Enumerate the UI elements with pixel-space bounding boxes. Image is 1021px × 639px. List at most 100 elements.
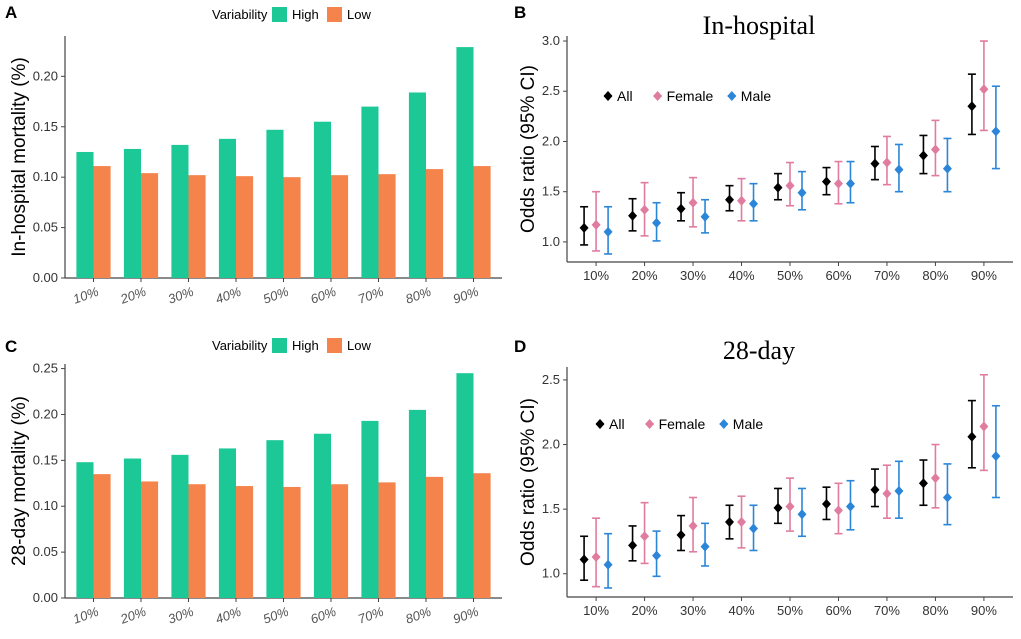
point-female-90pct [979,84,989,95]
point-all-30pct [676,203,686,214]
bar-low-60pct [331,175,349,278]
bar-high-90pct [456,47,474,278]
y-tick-label: 1.5 [542,501,560,516]
bar-high-10pct [76,462,94,598]
x-tick-label: 20% [117,284,148,307]
panel-A: A Variability High Low 0.00 0.05 0.10 0.15 0.20I… [5,3,502,307]
point-female-80pct [930,473,940,484]
point-female-60pct [833,505,843,516]
point-male-40pct [749,523,759,534]
x-tick-label: 90% [451,284,481,307]
point-female-20pct [640,531,650,542]
point-female-30pct [688,520,698,531]
x-tick-label: 80% [922,268,948,283]
x-tick-label: 40% [729,268,755,283]
legend-key-male [727,91,737,101]
legend-label-low: Low [347,338,371,353]
point-female-20pct [640,204,650,215]
x-tick-label: 20% [632,603,658,618]
x-tick-label: 40% [213,284,243,307]
legend-label-male: Male [741,88,772,104]
panel-letter: B [514,3,526,22]
bar-high-50pct [266,440,284,598]
y-axis-label: Odds ratio (95% CI) [518,65,539,233]
bar-low-10pct [93,474,111,598]
point-male-80pct [942,163,952,174]
x-tick-label: 90% [451,604,481,627]
point-all-60pct [821,176,831,187]
point-female-30pct [688,197,698,208]
point-male-70pct [894,486,904,497]
legend-swatch-low [327,338,342,353]
panel-letter: C [5,337,17,356]
bar-high-80pct [408,409,426,598]
x-tick-label: 80% [403,604,433,627]
y-tick-label: 1.0 [542,234,560,249]
point-female-60pct [833,178,843,189]
legend-label-male: Male [733,416,764,432]
y-tick-label: 0.10 [33,169,58,184]
x-tick-label: 30% [166,284,196,307]
point-male-10pct [603,559,613,570]
x-tick-label: 70% [874,268,900,283]
y-tick-label: 0.15 [33,452,58,467]
bar-low-20pct [141,173,159,278]
x-tick-label: 10% [71,604,101,627]
x-tick-label: 30% [680,268,706,283]
point-male-30pct [700,211,710,222]
point-female-70pct [882,488,892,499]
panel-letter: D [514,337,526,356]
legend: All Female Male [595,416,764,432]
legend: Variability High Low [212,338,371,353]
legend-key-all [595,419,605,429]
x-tick-label: 60% [308,284,338,307]
bar-low-70pct [378,174,396,278]
y-axis-label: 28-day mortality (%) [9,396,30,566]
bar-low-60pct [331,484,349,598]
bar-low-30pct [188,175,206,278]
bar-low-30pct [188,484,206,598]
point-female-80pct [930,144,940,155]
bar-high-10pct [76,151,94,278]
point-female-10pct [591,219,601,230]
point-all-60pct [821,498,831,509]
panel-B: B In-hospital 1.0 1.5 2.0 2.5 3.0 Odds ratio (9… [514,3,1013,283]
chart-title: 28-day [723,336,795,365]
bar-low-90pct [473,473,491,598]
y-tick-label: 0.00 [33,590,58,605]
point-all-30pct [676,529,686,540]
point-all-20pct [628,210,638,221]
x-tick-label: 60% [308,604,338,627]
bar-high-30pct [171,144,189,278]
point-all-40pct [725,517,735,528]
point-male-40pct [749,198,759,209]
bar-low-80pct [426,476,444,598]
y-tick-label: 0.25 [33,361,58,376]
y-tick-label: 2.0 [542,437,560,452]
point-all-40pct [725,194,735,205]
legend-label-all: All [609,416,625,432]
bar-high-40pct [218,138,236,278]
point-all-50pct [773,502,783,513]
panel-C: C Variability High Low 0.00 0.05 0.10 0.15 0.20 0… [5,337,502,627]
x-tick-label: 40% [213,604,243,627]
bar-high-70pct [361,106,379,278]
bar-low-40pct [236,486,254,598]
point-all-70pct [870,484,880,495]
point-male-80pct [942,492,952,503]
point-male-70pct [894,164,904,175]
point-female-40pct [737,195,747,206]
x-tick-label: 10% [583,603,609,618]
bar-low-40pct [236,176,254,278]
point-all-90pct [967,101,977,112]
y-tick-label: 0.20 [33,406,58,421]
point-female-40pct [737,517,747,528]
point-all-90pct [967,431,977,442]
y-tick-label: 0.10 [33,498,58,513]
legend-label-low: Low [347,7,371,22]
point-male-60pct [845,178,855,189]
legend-swatch-low [327,7,342,22]
x-tick-label: 40% [729,603,755,618]
y-tick-label: 0.00 [33,270,58,285]
